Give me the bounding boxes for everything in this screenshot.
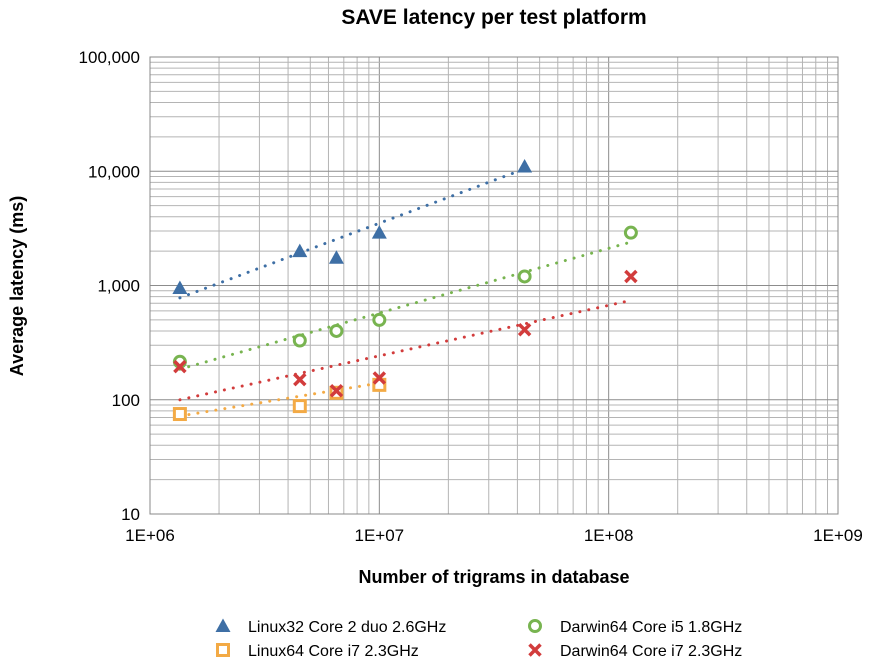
legend-label-1: Linux64 Core i7 2.3GHz xyxy=(248,643,419,660)
legend-label-2: Darwin64 Core i5 1.8GHz xyxy=(560,619,742,636)
data-point-series-0 xyxy=(371,225,387,239)
y-axis-label: Average latency (ms) xyxy=(7,196,27,376)
legend-marker-0 xyxy=(215,618,231,632)
data-point-series-0 xyxy=(172,280,188,295)
y-tick-label: 100 xyxy=(112,391,140,410)
y-tick-label: 1,000 xyxy=(97,277,140,296)
x-tick-label: 1E+06 xyxy=(125,526,175,545)
legend-marker-3 xyxy=(528,643,542,657)
data-point-series-3 xyxy=(517,323,532,337)
data-point-series-0 xyxy=(292,243,308,258)
legend: Linux32 Core 2 duo 2.6GHz Linux64 Core i7… xyxy=(215,618,742,660)
legend-marker-1 xyxy=(216,643,230,657)
data-point-series-1 xyxy=(292,399,307,414)
x-tick-label: 1E+07 xyxy=(355,526,405,545)
data-point-series-2 xyxy=(292,333,307,348)
x-tick-label: 1E+09 xyxy=(813,526,863,545)
legend-label-3: Darwin64 Core i7 2.3GHz xyxy=(560,643,742,660)
data-point-series-2 xyxy=(329,323,344,338)
x-tick-label: 1E+08 xyxy=(584,526,634,545)
trendline-series-0 xyxy=(178,167,527,300)
x-axis-label: Number of trigrams in database xyxy=(358,567,629,587)
data-point-series-3 xyxy=(372,371,387,385)
plot-frame xyxy=(149,56,839,515)
data-point-series-3 xyxy=(624,269,638,284)
trendline-series-3 xyxy=(178,298,633,402)
y-tick-label: 10,000 xyxy=(88,162,140,181)
trendline-series-1 xyxy=(178,381,381,418)
y-tick-label: 10 xyxy=(121,505,140,524)
data-point-series-0 xyxy=(328,250,344,264)
data-point-series-2 xyxy=(517,269,532,284)
data-point-series-0 xyxy=(517,159,533,173)
grid xyxy=(149,57,838,515)
chart-title: SAVE latency per test platform xyxy=(341,6,646,29)
data-point-series-3 xyxy=(293,372,307,387)
data-point-series-3 xyxy=(173,359,187,374)
data-point-series-1 xyxy=(172,407,187,422)
trendlines xyxy=(178,167,633,418)
legend-label-0: Linux32 Core 2 duo 2.6GHz xyxy=(248,619,446,636)
data-point-series-2 xyxy=(623,225,638,240)
legend-marker-2 xyxy=(528,619,542,633)
data-point-series-3 xyxy=(329,383,344,398)
y-tick-label: 100,000 xyxy=(79,48,140,67)
data-point-series-2 xyxy=(372,312,387,327)
data-points xyxy=(172,159,638,422)
tick-labels: 1E+06 1E+07 1E+08 1E+09 10 100 1,000 10,000 100,… xyxy=(79,48,863,545)
trendline-series-2 xyxy=(178,240,633,371)
